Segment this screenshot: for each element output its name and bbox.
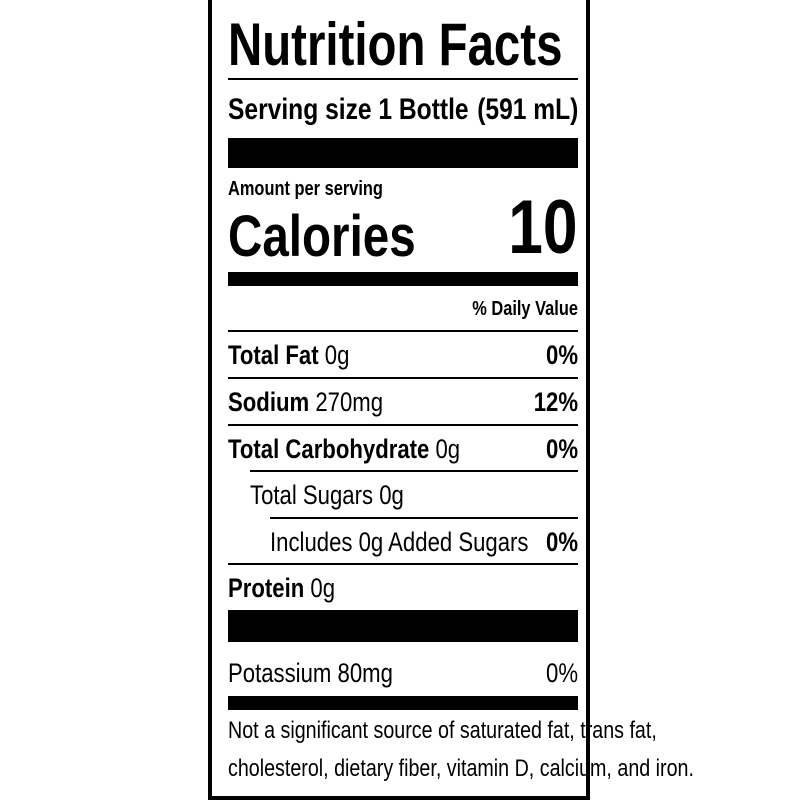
nutrition-label: Nutrition Facts Serving size 1 Bottle (5… xyxy=(208,0,694,800)
nutrient-row: Total Sugars 0g xyxy=(250,480,404,510)
calories-label: Calories xyxy=(228,204,416,269)
potassium-row: Potassium 80mg 0% xyxy=(228,658,578,688)
title: Nutrition Facts xyxy=(228,11,563,78)
nutrient-row: Protein 0g xyxy=(228,573,336,603)
serving-amount: (591 mL) xyxy=(476,93,578,126)
nutrient-row: Includes 0g Added Sugars 0% xyxy=(270,527,578,557)
nutrient-row: Total Carbohydrate 0g 0% xyxy=(228,434,578,464)
nutrient-row: Total Fat 0g 0% xyxy=(228,340,578,370)
nutrient-row: Sodium 270mg 12% xyxy=(228,387,578,417)
footnote: Not a significant source of saturated fa… xyxy=(228,717,694,782)
serving-size: Serving size 1 Bottle xyxy=(228,93,469,126)
thick-divider xyxy=(228,138,578,168)
daily-value-header: % Daily Value xyxy=(472,298,578,320)
calories-value: 10 xyxy=(508,185,578,270)
amount-per-serving: Amount per serving xyxy=(228,178,383,200)
